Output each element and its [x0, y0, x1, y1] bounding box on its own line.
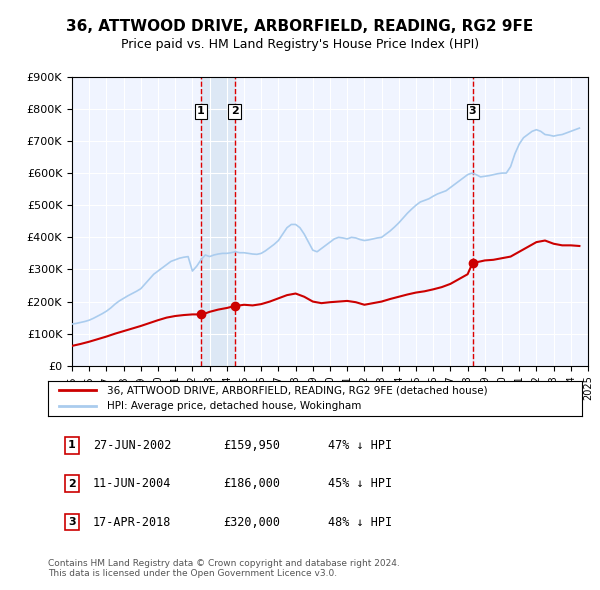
Text: 2: 2	[230, 106, 238, 116]
Text: 17-APR-2018: 17-APR-2018	[93, 516, 171, 529]
Text: £159,950: £159,950	[223, 439, 281, 452]
Bar	[201, 77, 235, 366]
Text: 48% ↓ HPI: 48% ↓ HPI	[328, 516, 392, 529]
Text: 3: 3	[68, 517, 76, 527]
Text: Price paid vs. HM Land Registry's House Price Index (HPI): Price paid vs. HM Land Registry's House …	[121, 38, 479, 51]
Text: 1: 1	[68, 441, 76, 450]
Text: £320,000: £320,000	[223, 516, 281, 529]
Text: 11-JUN-2004: 11-JUN-2004	[93, 477, 171, 490]
Text: 27-JUN-2002: 27-JUN-2002	[93, 439, 171, 452]
Text: HPI: Average price, detached house, Wokingham: HPI: Average price, detached house, Woki…	[107, 401, 361, 411]
Text: 45% ↓ HPI: 45% ↓ HPI	[328, 477, 392, 490]
Text: 36, ATTWOOD DRIVE, ARBORFIELD, READING, RG2 9FE: 36, ATTWOOD DRIVE, ARBORFIELD, READING, …	[67, 19, 533, 34]
Text: 1: 1	[197, 106, 205, 116]
Text: 3: 3	[469, 106, 476, 116]
Text: £186,000: £186,000	[223, 477, 281, 490]
Text: 47% ↓ HPI: 47% ↓ HPI	[328, 439, 392, 452]
Text: Contains HM Land Registry data © Crown copyright and database right 2024.
This d: Contains HM Land Registry data © Crown c…	[48, 559, 400, 578]
Text: 2: 2	[68, 479, 76, 489]
Text: 36, ATTWOOD DRIVE, ARBORFIELD, READING, RG2 9FE (detached house): 36, ATTWOOD DRIVE, ARBORFIELD, READING, …	[107, 385, 487, 395]
